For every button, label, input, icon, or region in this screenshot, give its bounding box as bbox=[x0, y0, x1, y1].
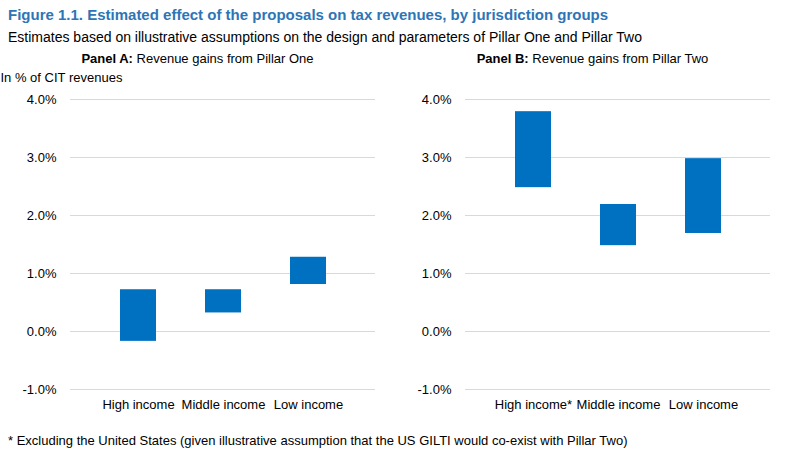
svg-text:4.0%: 4.0% bbox=[27, 92, 57, 107]
svg-text:High income: High income bbox=[102, 397, 174, 412]
svg-text:1.0%: 1.0% bbox=[422, 266, 452, 281]
svg-text:3.0%: 3.0% bbox=[422, 150, 452, 165]
html-text:* Excluding the United States: * Excluding the United States (given ill… bbox=[8, 433, 628, 448]
html-text:Figure 1.1. Estimated effect o: Figure 1.1. Estimated effect of the prop… bbox=[8, 6, 609, 23]
svg-text:3.0%: 3.0% bbox=[27, 150, 57, 165]
svg-text:0.0%: 0.0% bbox=[422, 324, 452, 339]
svg-text:4.0%: 4.0% bbox=[422, 92, 452, 107]
svg-text:Low income: Low income bbox=[274, 397, 343, 412]
svg-text:High income*: High income* bbox=[495, 397, 572, 412]
svg-text:Middle income: Middle income bbox=[182, 397, 266, 412]
html-text:Panel A: Revenue gains from Pi: Panel A: Revenue gains from Pillar One bbox=[81, 51, 314, 66]
html-text:Panel B: Revenue gains from Pi: Panel B: Revenue gains from Pillar Two bbox=[476, 51, 709, 66]
svg-text:Middle income: Middle income bbox=[577, 397, 661, 412]
svg-text:2.0%: 2.0% bbox=[422, 208, 452, 223]
svg-text:0.0%: 0.0% bbox=[27, 324, 57, 339]
svg-text:-1.0%: -1.0% bbox=[23, 382, 57, 397]
svg-text:-1.0%: -1.0% bbox=[418, 382, 452, 397]
svg-text:2.0%: 2.0% bbox=[27, 208, 57, 223]
svg-text:In % of CIT revenues: In % of CIT revenues bbox=[1, 70, 123, 85]
html-text:Estimates based on illustrativ: Estimates based on illustrative assumpti… bbox=[8, 29, 642, 45]
svg-text:Low income: Low income bbox=[669, 397, 738, 412]
svg-text:1.0%: 1.0% bbox=[27, 266, 57, 281]
